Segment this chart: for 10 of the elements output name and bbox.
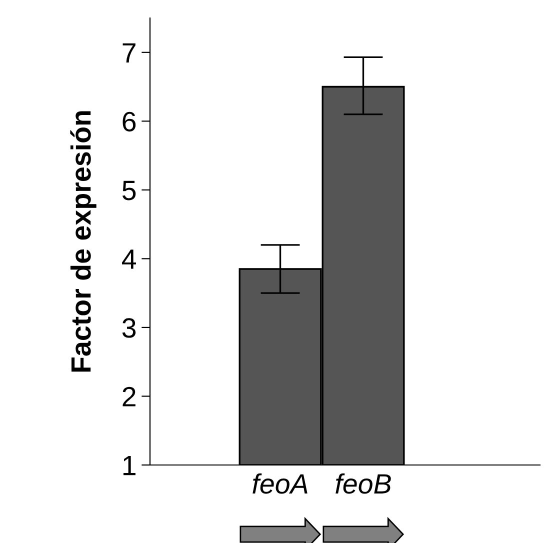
y-tick-label: 6 — [122, 112, 136, 132]
y-tick-label: 2 — [122, 386, 136, 406]
y-tick-label: 4 — [122, 250, 136, 269]
y-tick-label: 7 — [122, 43, 136, 62]
y-axis-title: Factor de expresión — [70, 111, 96, 372]
y-tick-label: 1 — [123, 456, 136, 476]
x-tick-label: feoB — [336, 473, 391, 494]
y-tick-label: 3 — [122, 318, 136, 338]
x-tick-label: feoA — [252, 473, 308, 494]
y-tick-label: 5 — [122, 180, 136, 200]
